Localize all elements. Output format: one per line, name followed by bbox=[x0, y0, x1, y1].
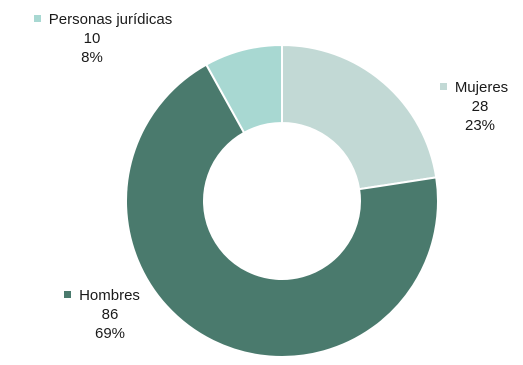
slice-percent-hombres: 69% bbox=[94, 325, 126, 342]
legend-swatch-hombres bbox=[64, 290, 72, 298]
donut-slice-hombres bbox=[125, 63, 439, 358]
slice-value-personas-juridicas: 10 bbox=[83, 30, 101, 47]
slice-name-mujeres: Mujeres bbox=[454, 79, 509, 96]
donut-slice-mujeres bbox=[281, 43, 438, 191]
slice-percent-personas-juridicas: 8% bbox=[81, 49, 103, 66]
label-mujeres: Mujeres 28 23% bbox=[428, 78, 520, 135]
legend-swatch-personas-juridicas bbox=[33, 14, 41, 22]
label-hombres: Hombres 86 69% bbox=[50, 286, 154, 343]
label-personas-juridicas: Personas jurídicas 10 8% bbox=[14, 10, 192, 67]
slice-name-personas-juridicas: Personas jurídicas bbox=[48, 11, 173, 28]
donut-slice-personas-jur-dicas bbox=[204, 43, 283, 135]
slice-value-mujeres: 28 bbox=[471, 98, 489, 115]
slice-name-hombres: Hombres bbox=[79, 287, 140, 304]
slice-value-hombres: 86 bbox=[101, 306, 119, 323]
legend-swatch-mujeres bbox=[439, 82, 447, 90]
slice-percent-mujeres: 23% bbox=[464, 117, 496, 134]
